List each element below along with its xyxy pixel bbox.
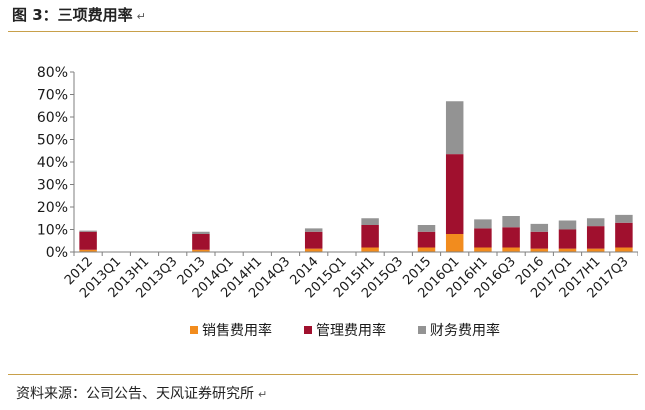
bar-segment xyxy=(417,225,436,232)
bar-segment xyxy=(192,234,210,250)
bar-segment xyxy=(361,247,379,252)
y-tick-label: 50% xyxy=(37,133,68,149)
bar-segment xyxy=(530,248,549,252)
legend-label: 财务费用率 xyxy=(430,322,500,339)
y-tick-label: 30% xyxy=(37,178,68,194)
legend-label: 销售费用率 xyxy=(202,322,272,339)
figure-title-text: 图 3：三项费用率 xyxy=(12,6,133,24)
top-rule xyxy=(8,31,638,32)
bar-segment xyxy=(502,216,520,228)
bar-segment xyxy=(615,222,633,248)
bar-segment xyxy=(530,231,549,249)
bar-segment xyxy=(615,247,633,252)
y-tick-label: 80% xyxy=(37,65,68,81)
bar-segment xyxy=(502,247,520,252)
y-tick-label: 70% xyxy=(37,88,68,104)
bar-segment xyxy=(474,219,492,229)
bar-segment xyxy=(79,231,97,250)
y-tick-label: 10% xyxy=(37,223,68,239)
bar-segment xyxy=(558,248,577,252)
bar-segment xyxy=(304,248,323,252)
bar-segment xyxy=(586,248,605,252)
bar-segment xyxy=(361,225,379,248)
bar-segment xyxy=(474,247,492,252)
y-tick-label: 40% xyxy=(37,155,68,171)
legend-swatch xyxy=(304,326,312,334)
bar-segment xyxy=(192,231,210,234)
bar-segment xyxy=(558,220,577,230)
y-tick-label: 0% xyxy=(46,245,68,261)
bar-segment xyxy=(79,230,97,232)
source-note: 资料来源：公司公告、天风证券研究所 ↵ xyxy=(16,383,267,405)
bar-segment xyxy=(304,231,323,249)
expense-ratio-chart: 0%10%20%30%40%50%60%70%80%20122013Q12013… xyxy=(37,65,639,339)
bar-segment xyxy=(558,229,577,249)
bar-segment xyxy=(586,218,605,227)
bar-segment xyxy=(615,214,633,223)
bar-segment xyxy=(502,227,520,248)
bar-segment xyxy=(192,249,210,252)
bar-segment xyxy=(530,223,549,232)
bar-segment xyxy=(586,226,605,249)
return-mark-icon: ↵ xyxy=(136,10,146,23)
bar-segment xyxy=(79,249,97,252)
bottom-rule xyxy=(8,374,638,375)
bar-segment xyxy=(361,218,379,225)
y-tick-label: 60% xyxy=(37,110,68,126)
return-mark-icon: ↵ xyxy=(258,388,268,401)
bar-segment xyxy=(474,228,492,248)
bar-segment xyxy=(304,228,323,232)
figure-title: 图 3：三项费用率 ↵ xyxy=(12,3,146,27)
chart-area: 0% 10% 20% 30% 40% 50% 60% 70% 80% 2012 2013Q1 2013… xyxy=(8,34,639,372)
bar-segment xyxy=(417,247,436,252)
bar-segment xyxy=(445,101,464,155)
source-text: 资料来源：公司公告、天风证券研究所 xyxy=(16,386,254,402)
bar-segment xyxy=(417,231,436,248)
legend-label: 管理费用率 xyxy=(316,322,386,339)
bar-segment xyxy=(445,154,464,234)
legend-swatch xyxy=(190,326,198,334)
y-tick-label: 20% xyxy=(37,200,68,216)
bar-segment xyxy=(445,234,464,252)
legend-swatch xyxy=(418,326,426,334)
